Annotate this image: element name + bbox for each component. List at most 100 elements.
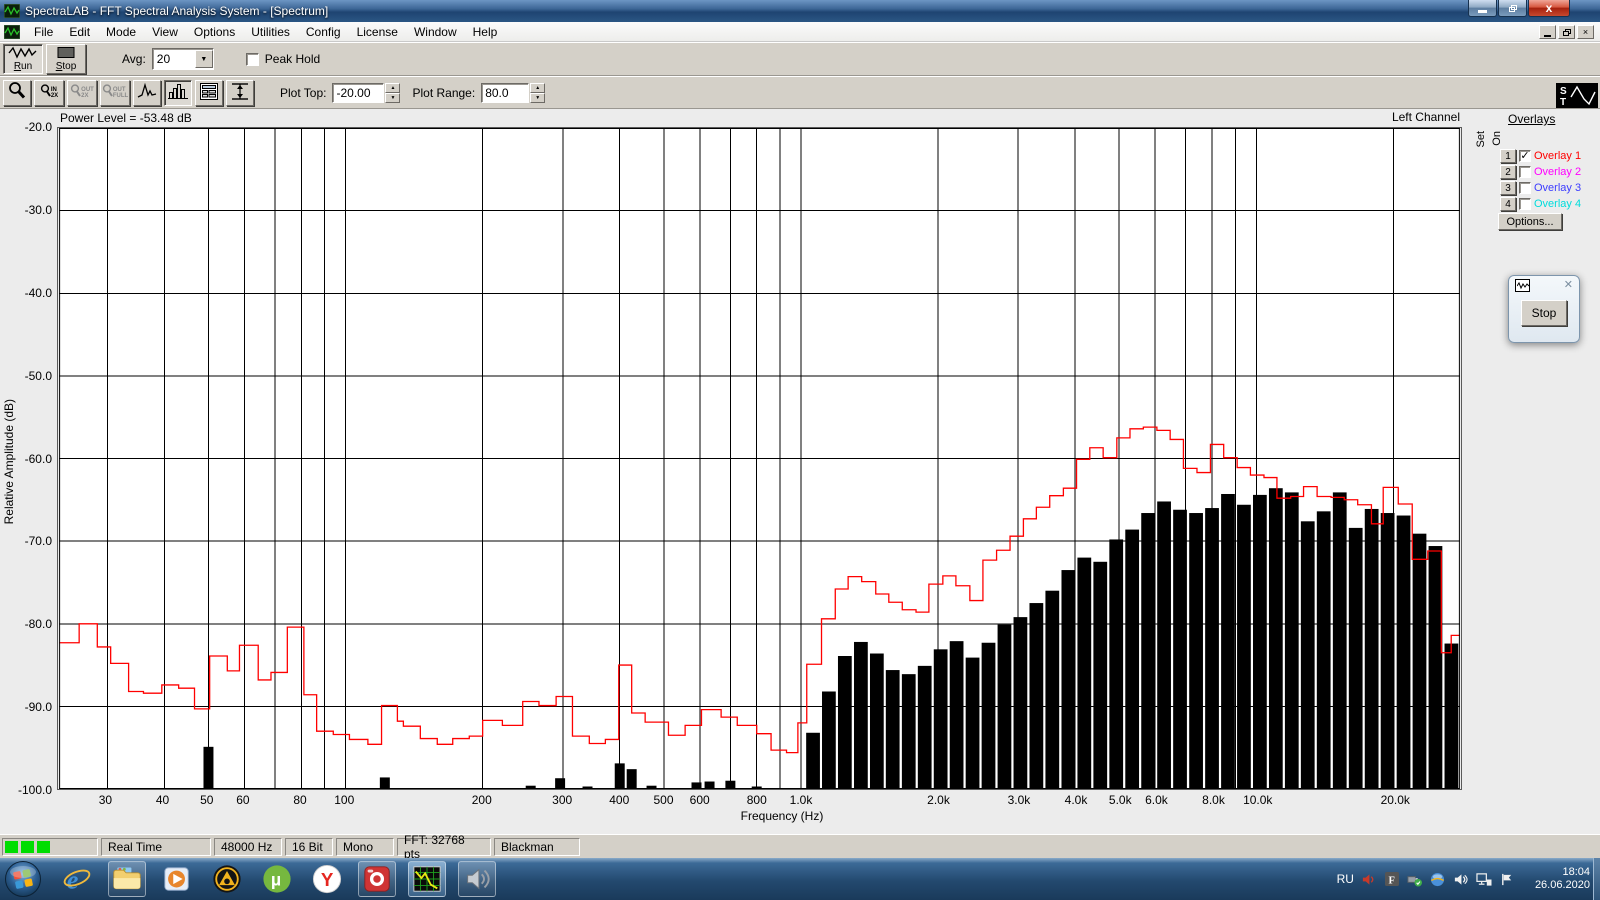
taskbar-explorer-folder-button[interactable]	[108, 861, 146, 897]
taskbar-spectralab-button[interactable]	[408, 861, 446, 897]
x-tick-label: 80	[293, 793, 307, 807]
aimp-icon	[212, 864, 242, 894]
mini-control-window[interactable]: ✕ Stop	[1508, 275, 1580, 343]
overlays-on-label: On	[1491, 131, 1503, 146]
volume-icon[interactable]	[1453, 871, 1469, 887]
clock-date: 26.06.2020	[1534, 879, 1590, 891]
restore-icon	[1508, 4, 1517, 12]
spectrum-plot[interactable]	[57, 127, 1462, 790]
run-button[interactable]: Run	[3, 44, 43, 74]
x-tick-label: 20.0k	[1380, 793, 1410, 807]
taskbar-aimp-button[interactable]	[208, 861, 246, 897]
overlay-2-set-button[interactable]: 2	[1500, 165, 1516, 179]
menu-help[interactable]: Help	[472, 24, 498, 39]
menu-view[interactable]: View	[152, 24, 178, 39]
avg-dropdown[interactable]: 20 ▼	[151, 48, 214, 70]
menu-window[interactable]: Window	[413, 24, 457, 39]
mdi-restore-button[interactable]	[1558, 25, 1575, 39]
taskbar-clock[interactable]: 18:04 26.06.2020	[1535, 866, 1590, 892]
menu-utilities[interactable]: Utilities	[251, 24, 290, 39]
overlay-4-label: Overlay 4	[1534, 198, 1582, 210]
show-desktop-button[interactable]	[1593, 858, 1600, 900]
overlay-3-set-button[interactable]: 3	[1500, 181, 1516, 195]
overlay-4-set-button[interactable]: 4	[1500, 197, 1516, 211]
zoom-in-2x-icon-caption: IN 2X	[50, 86, 59, 99]
peak-curve-button[interactable]	[133, 79, 161, 106]
mdi-minimize-button[interactable]	[1539, 25, 1556, 39]
usb-icon[interactable]	[1407, 871, 1423, 887]
mini-close-icon[interactable]: ✕	[1563, 279, 1573, 291]
zoom-out-full-icon	[102, 84, 113, 101]
zoom-button[interactable]	[3, 79, 31, 106]
volume-red-icon[interactable]	[1361, 871, 1377, 887]
network-icon[interactable]	[1476, 871, 1492, 887]
bar-display-button[interactable]	[164, 79, 192, 106]
mdi-close-button[interactable]: ×	[1577, 25, 1594, 39]
language-indicator[interactable]: RU	[1336, 872, 1354, 886]
zoom-out-2x-button[interactable]: OUT 2X	[67, 79, 97, 106]
plot-top-spinner[interactable]: ▲ ▼	[385, 82, 401, 103]
restore-button[interactable]	[1498, 0, 1527, 17]
x-tick-label: 60	[236, 793, 250, 807]
overlay-1-on-checkbox[interactable]: ✓	[1519, 149, 1531, 162]
y-tick-label: -40.0	[24, 285, 52, 300]
mdi-child-icon	[3, 24, 21, 39]
overlays-set-label: Set	[1475, 131, 1487, 148]
minimize-icon	[1478, 9, 1487, 13]
menu-mode[interactable]: Mode	[106, 24, 137, 39]
peak-hold-checkbox[interactable]	[245, 52, 259, 66]
menu-options[interactable]: Options	[193, 24, 236, 39]
svg-text:µ: µ	[271, 870, 281, 890]
x-tick-label: 8.0k	[1202, 793, 1225, 807]
menu-license[interactable]: License	[356, 24, 398, 39]
taskbar-wmp-button[interactable]	[158, 861, 196, 897]
explorer-folder-icon	[112, 864, 142, 894]
flag-icon[interactable]	[1499, 871, 1515, 887]
status-panels: Real Time 48000 Hz 16 Bit Mono FFT: 32768 pt…	[101, 833, 580, 861]
minimize-button[interactable]	[1468, 0, 1497, 17]
y-axis-title: Relative Amplitude (dB)	[2, 399, 16, 525]
mdi-close-icon: ×	[1582, 26, 1589, 37]
taskbar-yandex-button[interactable]: Y	[308, 861, 346, 897]
x-tick-label: 100	[334, 793, 355, 807]
peak-curve-icon	[136, 82, 158, 103]
vertical-range-button[interactable]	[226, 79, 254, 106]
stop-button[interactable]: Stop	[46, 44, 86, 74]
window-title: SpectraLAB - FFT Spectral Analysis Syste…	[25, 4, 329, 18]
zoom-in-2x-button[interactable]: IN 2X	[34, 79, 64, 106]
close-button[interactable]: x	[1528, 0, 1570, 17]
font-icon[interactable]: F	[1384, 871, 1400, 887]
plot-range-spinner[interactable]: ▲ ▼	[530, 82, 546, 103]
taskbar-utorrent-button[interactable]: µ	[258, 861, 296, 897]
taskbar-speaker-app-button[interactable]	[458, 861, 496, 897]
taskbar-recorder-button[interactable]	[358, 861, 396, 897]
zoom-out-full-button[interactable]: OUT FULL	[100, 79, 130, 106]
overlay-4-on-checkbox[interactable]	[1519, 198, 1531, 210]
mini-stop-button[interactable]: Stop	[1521, 300, 1567, 326]
menu-edit[interactable]: Edit	[69, 24, 91, 39]
taskbar-ie-button[interactable]: e	[58, 861, 96, 897]
plot-range-field[interactable]: 80.0	[481, 82, 530, 103]
zoom-out-2x-icon-caption: OUT 2X	[81, 86, 94, 99]
menu-bar: File Edit Mode View Options Utilities Config Li…	[0, 22, 1600, 42]
status-panel: Real Time	[101, 837, 211, 856]
avg-value: 20	[156, 52, 171, 66]
overlay-options-button[interactable]: Options...	[1498, 213, 1562, 230]
network-orb-icon[interactable]	[1430, 871, 1446, 887]
dropdown-arrow-icon[interactable]: ▼	[194, 50, 213, 68]
y-tick-label: -70.0	[24, 534, 52, 549]
menu-file[interactable]: File	[34, 24, 54, 39]
overlay-2-on-checkbox[interactable]	[1519, 166, 1531, 178]
plot-top-field[interactable]: -20.00	[332, 82, 385, 103]
title-bar[interactable]: SpectraLAB - FFT Spectral Analysis Syste…	[0, 0, 1600, 22]
y-tick-label: -80.0	[24, 617, 52, 632]
display-options-button[interactable]	[195, 79, 223, 106]
start-button[interactable]	[4, 860, 44, 898]
overlay-3-on-checkbox[interactable]	[1519, 182, 1531, 194]
menu-config[interactable]: Config	[305, 24, 341, 39]
mini-wave-icon	[1515, 279, 1530, 292]
tray-icons: F	[1361, 871, 1515, 887]
overlay-1-set-button[interactable]: 1	[1500, 149, 1516, 163]
x-tick-label: 10.0k	[1243, 793, 1273, 807]
